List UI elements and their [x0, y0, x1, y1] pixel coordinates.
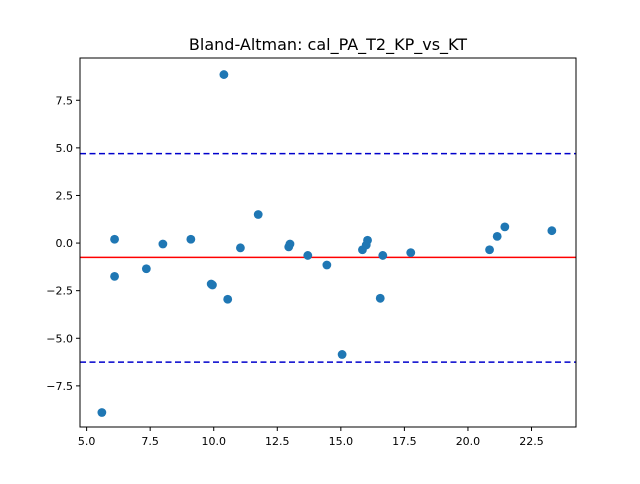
data-point: [208, 280, 217, 290]
data-point: [337, 350, 347, 359]
data-point: [375, 293, 385, 303]
data-point: [186, 234, 196, 244]
data-point: [110, 234, 119, 244]
data-point: [253, 210, 263, 219]
chart-title: Bland-Altman: cal_PA_T2_KP_vs_KT: [189, 35, 467, 55]
y-tick-label: 0.0: [56, 237, 74, 250]
data-point: [223, 294, 233, 304]
data-point: [363, 235, 372, 245]
data-point: [547, 226, 557, 236]
x-tick-label: 5.0: [78, 435, 96, 448]
data-point: [219, 70, 229, 79]
data-point: [285, 239, 295, 249]
y-tick-label: −7.5: [46, 380, 73, 393]
data-point: [236, 243, 245, 253]
data-point: [406, 248, 416, 257]
x-tick-label: 15.0: [329, 435, 354, 448]
y-tick-label: −5.0: [46, 332, 73, 345]
data-point: [322, 260, 332, 270]
x-tick-label: 12.5: [265, 435, 290, 448]
x-tick-label: 22.5: [519, 435, 544, 448]
plot-area: 5.0 7.5 10.0 12.5 15.0 17.5 20.0 22.5 −7.5 −5.0 −2…: [46, 57, 577, 448]
data-point: [158, 239, 168, 249]
data-point: [378, 251, 388, 260]
data-point: [485, 245, 494, 255]
y-tick-label: 2.5: [56, 189, 74, 202]
y-tick-label: −2.5: [46, 285, 73, 298]
data-point: [303, 251, 313, 260]
x-tick-label: 7.5: [141, 435, 159, 448]
x-tick-label: 10.0: [201, 435, 226, 448]
x-tick-label: 17.5: [392, 435, 417, 448]
y-tick-label: 5.0: [56, 142, 74, 155]
data-point: [110, 271, 119, 281]
axes-frame: [79, 57, 577, 428]
data-point: [492, 232, 502, 241]
data-point: [500, 222, 510, 232]
y-tick-label: 7.5: [56, 94, 74, 107]
x-tick-label: 20.0: [456, 435, 481, 448]
data-point: [141, 264, 151, 274]
data-point: [97, 408, 107, 417]
